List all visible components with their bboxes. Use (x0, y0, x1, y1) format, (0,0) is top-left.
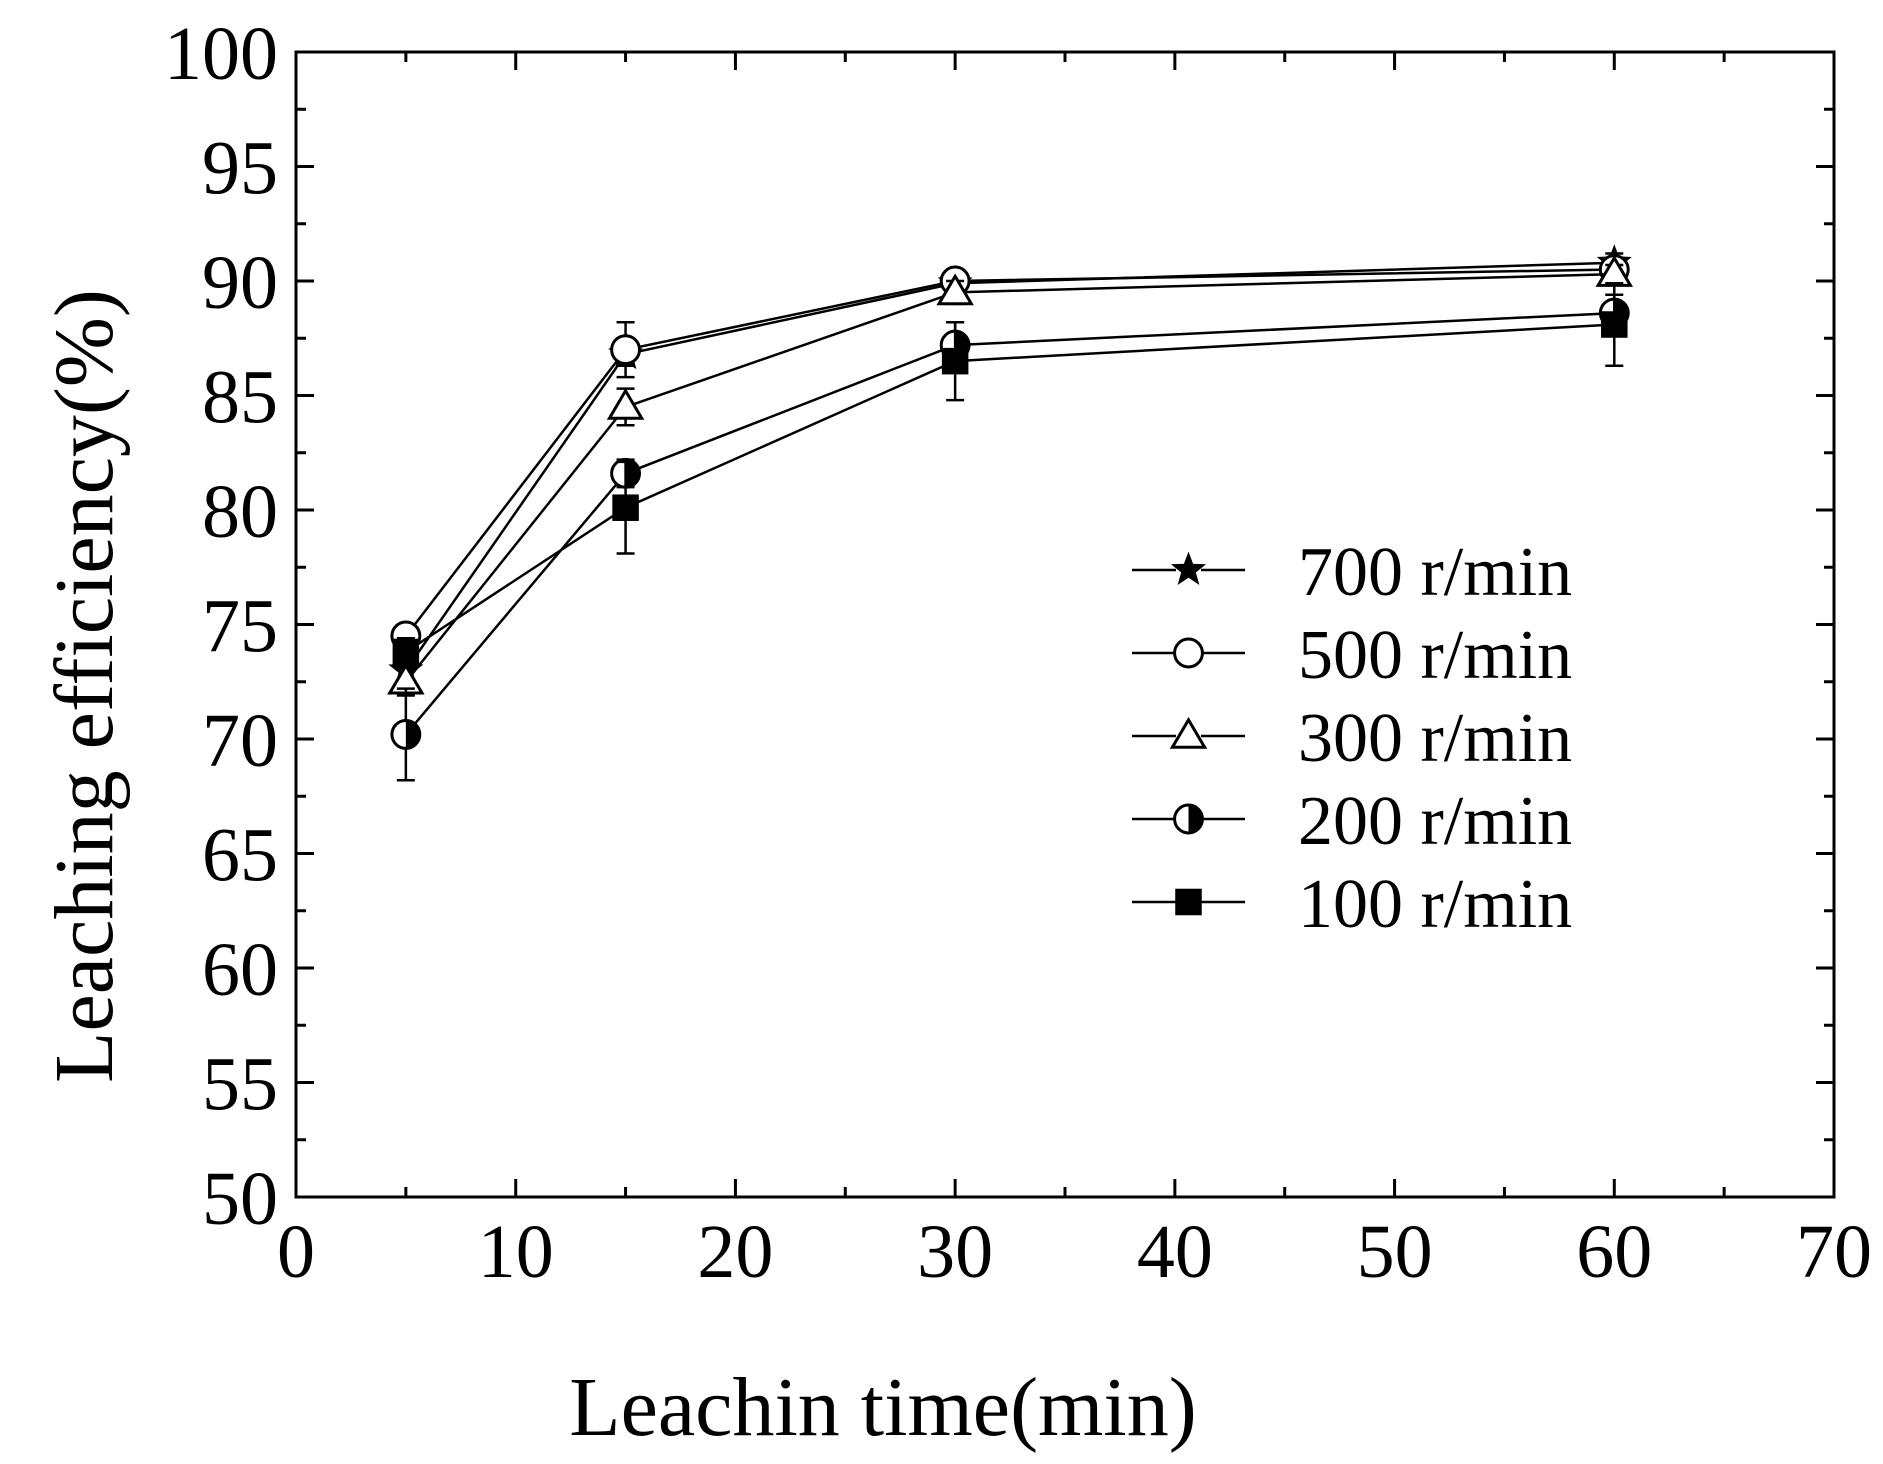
legend-marker-shape (1173, 637, 1204, 669)
data-point-fill (625, 459, 640, 488)
x-tick-label: 10 (478, 1210, 554, 1294)
data-point (941, 347, 969, 375)
y-tick-label: 70 (202, 699, 278, 783)
x-tick-label: 70 (1796, 1210, 1872, 1294)
legend-label: 700 r/min (1298, 534, 1572, 611)
legend-marker-fill (1188, 805, 1203, 833)
y-tick-label: 90 (202, 241, 278, 325)
data-point-shape (941, 347, 969, 375)
legend-label: 300 r/min (1298, 700, 1572, 777)
legend-item: 500 r/min (1132, 617, 1572, 694)
legend-item: 100 r/min (1132, 866, 1572, 943)
legend-marker (1173, 803, 1204, 835)
data-point (1601, 311, 1628, 338)
series-line (404, 272, 1615, 683)
data-point (936, 273, 974, 306)
y-tick-label: 50 (202, 1157, 278, 1241)
y-tick-label: 100 (164, 12, 278, 96)
data-point-shape (612, 494, 639, 521)
data-point (392, 638, 420, 666)
y-tick-label: 85 (202, 356, 278, 440)
data-point-shape (392, 638, 420, 666)
x-tick-label: 20 (697, 1210, 773, 1294)
legend-marker (1175, 888, 1202, 916)
series-line (404, 261, 1615, 672)
y-tick-label: 80 (202, 470, 278, 554)
series-line (404, 268, 1615, 637)
x-axis-label: Leachin time(min) (569, 1361, 1196, 1454)
legend-marker-shape (1175, 888, 1202, 916)
series-line (404, 311, 1615, 736)
legend-marker (1170, 551, 1207, 585)
legend-marker-shape (1170, 551, 1207, 585)
y-tick-label: 55 (202, 1043, 278, 1127)
x-tick-label: 30 (917, 1210, 993, 1294)
data-point (606, 387, 645, 420)
series-line (405, 323, 1615, 654)
x-tick-label: 50 (1357, 1210, 1433, 1294)
data-point-shape (1601, 311, 1628, 338)
data-point (390, 718, 422, 750)
x-tick-label: 0 (277, 1210, 315, 1294)
series-300-r-min (387, 255, 1634, 697)
legend-label: 500 r/min (1298, 617, 1572, 694)
legend-marker (1169, 716, 1208, 749)
legend-item: 700 r/min (1132, 534, 1572, 611)
data-point-fill (405, 720, 420, 749)
x-tick-label: 40 (1137, 1210, 1213, 1294)
data-point-shape (606, 387, 645, 420)
data-point (610, 334, 642, 366)
legend-label: 100 r/min (1298, 866, 1572, 943)
y-tick-label: 65 (202, 814, 278, 898)
plot-layer: 0 10 20 30 40 50 60 70 50 55 60 65 70 75 80 85 90 95 100 70… (164, 12, 1872, 1294)
data-point-shape (610, 334, 642, 366)
y-tick-label: 75 (202, 585, 278, 669)
plot-frame (294, 50, 1836, 1199)
x-tick-label: 60 (1576, 1210, 1652, 1294)
legend-label: 200 r/min (1298, 783, 1572, 860)
data-point (612, 494, 639, 521)
legend-item: 300 r/min (1132, 700, 1572, 777)
data-point-shape (936, 273, 974, 306)
y-axis-label: Leaching efficiency(%) (38, 289, 131, 1083)
y-tick-label: 95 (202, 127, 278, 211)
y-tick-label: 60 (202, 928, 278, 1012)
legend-marker (1173, 637, 1204, 669)
series-100-r-min (392, 282, 1628, 667)
legend-marker-shape (1169, 716, 1208, 749)
legend-item: 200 r/min (1132, 783, 1572, 860)
